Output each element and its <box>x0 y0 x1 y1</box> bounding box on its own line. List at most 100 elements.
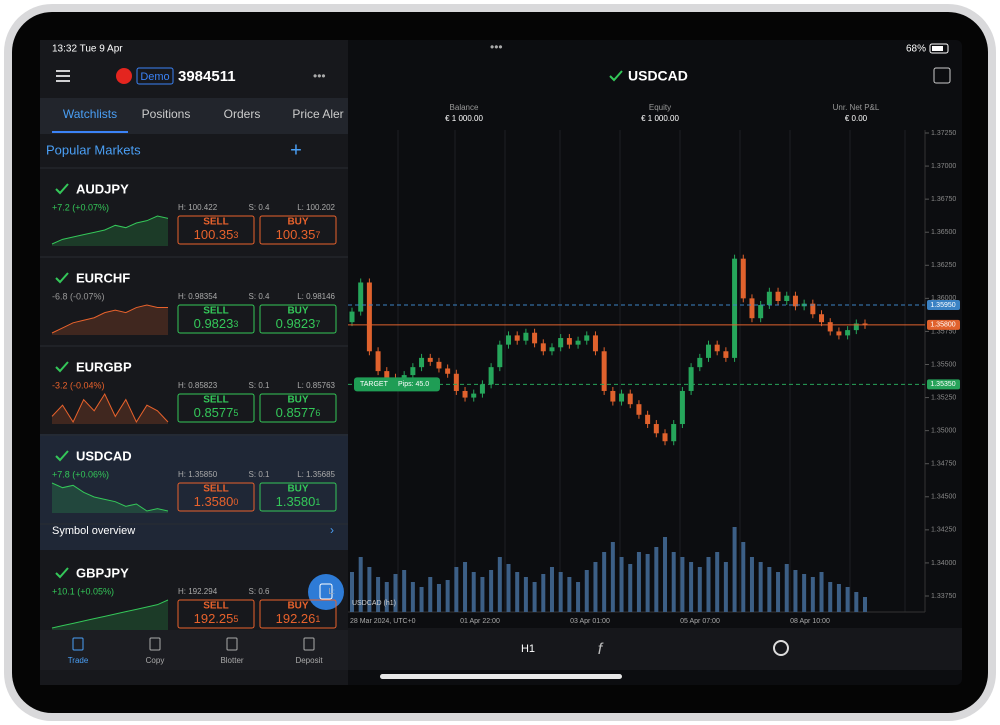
volume <box>628 564 633 612</box>
volume <box>645 554 650 612</box>
volume <box>419 587 424 612</box>
nav-label[interactable]: Trade <box>68 656 89 665</box>
volume <box>793 570 798 612</box>
candle <box>740 258 746 299</box>
sell-button[interactable] <box>177 599 255 629</box>
volume <box>402 570 407 612</box>
volume <box>689 562 694 612</box>
candle <box>601 351 607 391</box>
buy-button[interactable] <box>259 599 337 629</box>
sell-button[interactable] <box>177 215 255 245</box>
volume <box>454 567 459 612</box>
candle <box>862 323 868 325</box>
candle <box>810 303 816 315</box>
y-tick-label: 1.34000 <box>931 560 956 567</box>
buy-button[interactable] <box>259 215 337 245</box>
symbol-name[interactable]: EURGBP <box>76 359 132 374</box>
sparkline <box>51 599 169 629</box>
more[interactable]: ••• <box>313 69 326 83</box>
nav-label[interactable]: Blotter <box>220 656 243 665</box>
symbol-name[interactable]: GBPJPY <box>76 565 129 580</box>
volume <box>558 572 563 612</box>
check <box>55 450 69 462</box>
volume <box>376 577 381 612</box>
left-panel <box>40 40 348 685</box>
expand-icon[interactable] <box>933 67 951 84</box>
buy-label: BUY <box>287 395 308 406</box>
buy-price: 100.357 <box>276 227 321 242</box>
fab[interactable] <box>308 574 344 610</box>
volume <box>741 542 746 612</box>
candle <box>766 291 772 305</box>
volume <box>497 557 502 612</box>
candle <box>479 384 485 394</box>
symbol-name[interactable]: USDCAD <box>76 448 132 463</box>
buy-button[interactable] <box>259 482 337 512</box>
sell-button[interactable] <box>177 304 255 334</box>
price-small: 5 <box>233 408 238 418</box>
candle <box>575 340 581 345</box>
price-big: 100.35 <box>276 227 316 242</box>
buy-button[interactable] <box>259 393 337 423</box>
list-title[interactable]: Popular Markets <box>46 142 141 157</box>
sell-price: 100.353 <box>194 227 239 242</box>
price-small: 7 <box>315 230 320 240</box>
y-tick-label: 1.34750 <box>931 461 956 468</box>
volume <box>732 527 737 612</box>
price-small: 3 <box>233 319 238 329</box>
volume <box>854 592 859 612</box>
buy-label: BUY <box>287 484 308 495</box>
volume <box>819 572 824 612</box>
settings-icon[interactable] <box>773 640 789 656</box>
nav-label[interactable]: Deposit <box>295 656 323 665</box>
summary-value: € 1 000.00 <box>445 114 483 123</box>
nav-icon <box>303 637 315 651</box>
tab[interactable]: Orders <box>224 107 261 121</box>
add-icon[interactable]: + <box>290 139 302 161</box>
tab[interactable]: Watchlists <box>63 107 117 121</box>
timeframe[interactable]: H1 <box>521 643 535 655</box>
buy-label: BUY <box>287 306 308 317</box>
nav-label[interactable]: Copy <box>146 656 165 665</box>
spark-area <box>52 305 168 335</box>
nav-icon <box>226 637 238 651</box>
volume <box>697 567 702 612</box>
sell-button[interactable] <box>177 393 255 423</box>
candle <box>714 344 720 352</box>
symbol-name[interactable]: AUDJPY <box>76 181 129 196</box>
price-small: 5 <box>233 614 238 624</box>
summary-label: Equity <box>649 103 671 112</box>
stat: L: 1.35685 <box>297 470 335 479</box>
indicator-icon[interactable]: f <box>598 641 604 658</box>
sell-label: SELL <box>203 395 229 406</box>
account-number[interactable]: 3984511 <box>178 68 236 85</box>
menu-icon[interactable] <box>56 70 70 82</box>
candle <box>836 331 842 336</box>
price-big: 0.8577 <box>194 405 234 420</box>
sell-price: 192.255 <box>194 611 239 626</box>
sell-button[interactable] <box>177 482 255 512</box>
volume <box>836 584 841 612</box>
candle <box>723 351 729 358</box>
price-tag <box>927 379 960 390</box>
y-tick-label: 1.37250 <box>931 130 956 137</box>
symbol-name[interactable]: EURCHF <box>76 270 130 285</box>
buy-button[interactable] <box>259 304 337 334</box>
fab-icon <box>319 583 333 600</box>
tab[interactable]: Price Aler <box>292 107 343 121</box>
target-tag <box>354 377 440 392</box>
demo-badge <box>136 67 174 85</box>
change: -3.2 (-0.04%) <box>52 380 105 390</box>
symbol-title[interactable]: USDCAD <box>628 68 688 84</box>
volume <box>541 574 546 612</box>
volume <box>436 584 441 612</box>
candle <box>436 361 442 369</box>
candle <box>645 414 651 425</box>
symbol-overview[interactable]: Symbol overview <box>52 525 135 537</box>
change: +7.8 (+0.06%) <box>52 469 109 479</box>
volume <box>723 562 728 612</box>
tab[interactable]: Positions <box>142 107 191 121</box>
summary-value: € 1 000.00 <box>641 114 679 123</box>
y-tick-label: 1.34500 <box>931 494 956 501</box>
volume <box>715 552 720 612</box>
